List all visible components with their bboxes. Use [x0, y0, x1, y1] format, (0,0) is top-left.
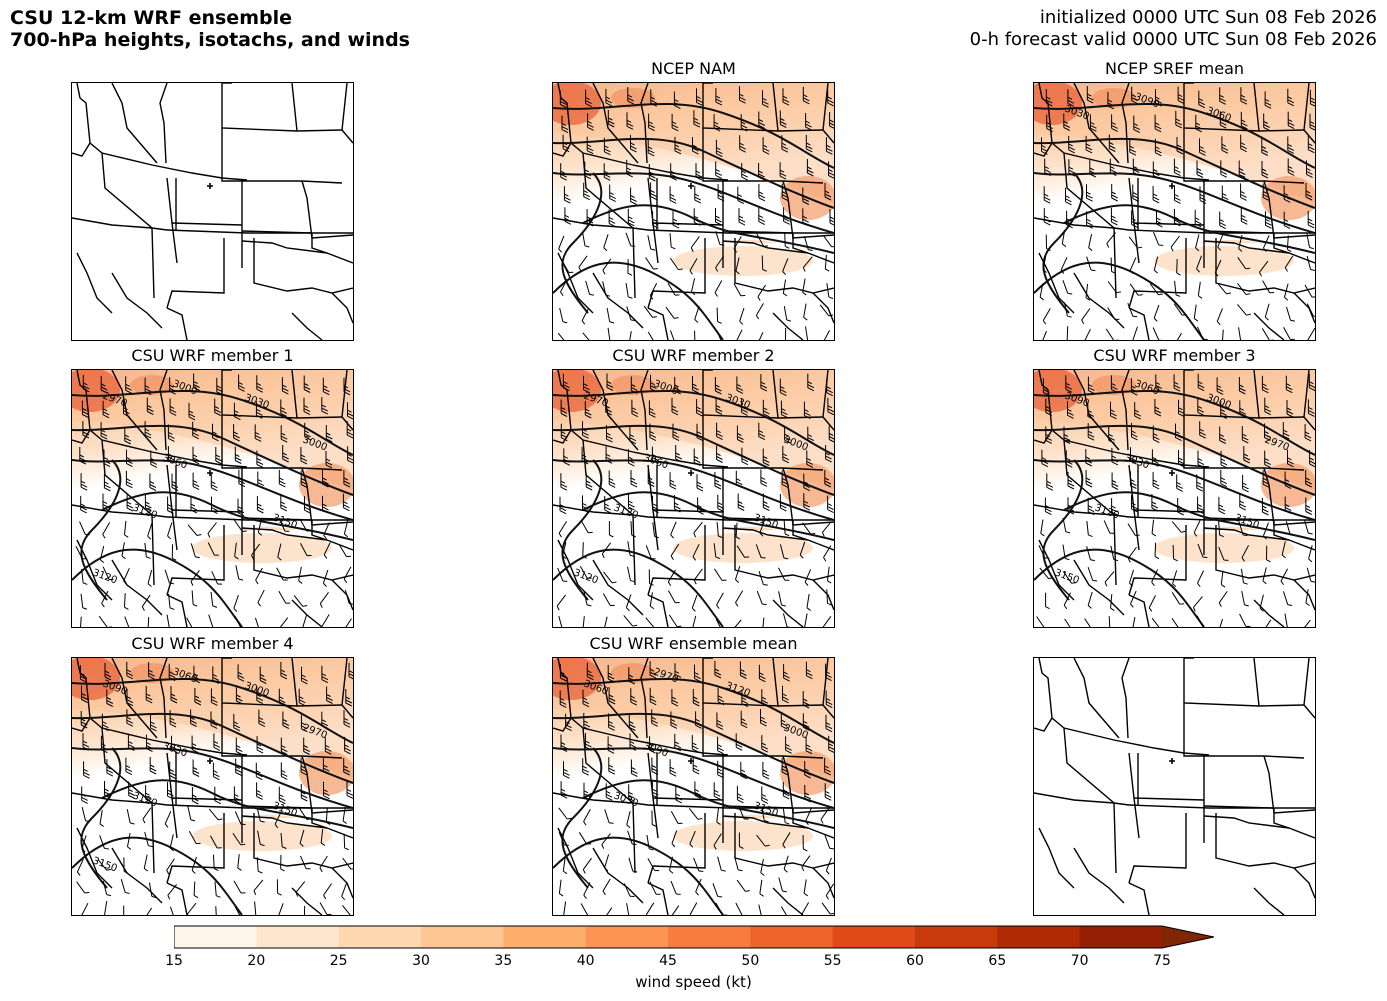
colorbar-tick-label: 35	[494, 953, 513, 969]
map-frame	[552, 82, 835, 341]
colorbar-tick-label: 20	[247, 953, 266, 969]
isotach-shading	[72, 658, 353, 915]
wind-barbs	[76, 661, 353, 915]
colorbar-swatch	[997, 926, 1081, 948]
colorbar-tick-label: 75	[1153, 953, 1171, 969]
colorbar-swatch	[338, 926, 422, 948]
state-borders	[1034, 658, 1315, 915]
map-svg	[553, 83, 834, 340]
state-borders	[72, 658, 353, 915]
colorbar	[174, 925, 1215, 949]
panel-title: CSU WRF member 2	[612, 346, 775, 365]
map-frame: 2970 3000 3030 3000 3060 3120 3150 3120	[552, 369, 835, 628]
colorbar-swatch	[421, 926, 504, 948]
colorbar-tick-label: 65	[988, 953, 1007, 969]
height-contours	[1034, 102, 1315, 340]
map-panel-8: CSU WRF ensemble mean 3060 2970 3120 3000 309…	[552, 634, 835, 916]
map-svg	[72, 83, 353, 340]
colorbar-tick-label: 70	[1070, 953, 1089, 969]
map-panel-6: CSU WRF member 3 3090 3060 3000 2970 3030 3120…	[1033, 346, 1316, 628]
height-contours	[1034, 389, 1315, 627]
map-panel-7: CSU WRF member 4 3090 3060 3000 2970 3030 3120…	[71, 634, 354, 916]
wind-barbs	[75, 373, 353, 627]
panel-title: CSU WRF member 1	[131, 346, 294, 365]
map-panel-3: NCEP SREF mean 3030 3090 3060	[1033, 59, 1316, 341]
panel-title: CSU WRF member 4	[131, 634, 294, 653]
colorbar-swatch	[832, 926, 916, 948]
map-frame: 3090 3060 3000 2970 3030 3120 3150 3150	[71, 657, 354, 916]
colorbar-tick-label: 15	[165, 953, 183, 969]
map-frame: 2970 3000 3030 3000 3060 3120 3150 3120	[71, 369, 354, 628]
height-contours	[72, 389, 353, 627]
map-frame	[71, 82, 354, 341]
state-borders	[553, 370, 834, 627]
colorbar-swatch	[915, 926, 998, 948]
wind-barbs	[1039, 86, 1315, 340]
map-frame	[1033, 657, 1316, 916]
title-line-1: CSU 12-km WRF ensemble	[10, 7, 292, 29]
colorbar-swatch	[585, 926, 669, 948]
map-panel-2: NCEP NAM	[552, 59, 835, 341]
colorbar-tick-label: 60	[906, 953, 924, 969]
colorbar-tick-label: 55	[823, 953, 842, 969]
colorbar-tick-label: 25	[329, 953, 348, 969]
colorbar-label: wind speed (kt)	[635, 973, 752, 991]
isotach-shading	[553, 370, 834, 627]
title-line-2: 700-hPa heights, isotachs, and winds	[10, 29, 410, 51]
map-panel-1	[71, 82, 354, 341]
colorbar-tick-label: 30	[412, 953, 430, 969]
init-time: initialized 0000 UTC Sun 08 Feb 2026	[1039, 7, 1377, 28]
height-contours	[553, 389, 834, 627]
panel-title: NCEP SREF mean	[1104, 59, 1245, 78]
map-panel-5: CSU WRF member 2 2970 3000 3030 3000 3060 3120…	[552, 346, 835, 628]
colorbar-extend-arrow	[1162, 926, 1214, 948]
panel-title: CSU WRF member 3	[1093, 346, 1256, 365]
colorbar-swatch	[1079, 926, 1163, 948]
forecast-info: initialized 0000 UTC Sun 08 Feb 2026 0-h…	[970, 7, 1377, 51]
state-borders	[553, 658, 834, 915]
height-contours	[553, 677, 834, 915]
map-frame: 3030 3090 3060	[1033, 82, 1316, 341]
figure-title: CSU 12-km WRF ensemble 700-hPa heights, …	[10, 7, 410, 51]
wind-barbs	[558, 661, 834, 915]
map-panel-9	[1033, 657, 1316, 916]
wind-barbs	[1036, 373, 1315, 627]
map-frame: 3090 3060 3000 2970 3030 3120 3150 3150	[1033, 369, 1316, 628]
colorbar-tick-label: 40	[576, 953, 595, 969]
height-contours	[553, 102, 834, 340]
colorbar-swatch	[256, 926, 340, 948]
colorbar-swatch	[503, 926, 587, 948]
map-svg	[1034, 658, 1315, 915]
colorbar-swatch	[668, 926, 751, 948]
colorbar-tick-label: 45	[659, 953, 677, 969]
state-borders	[72, 83, 353, 340]
panel-title: NCEP NAM	[651, 59, 736, 78]
map-frame: 3060 2970 3120 3000 3090 3030 3150	[552, 657, 835, 916]
colorbar-swatch	[750, 926, 834, 948]
wind-barbs	[557, 86, 834, 340]
colorbar-swatch	[174, 926, 257, 948]
panel-title: CSU WRF ensemble mean	[589, 634, 798, 653]
colorbar-tick-label: 50	[741, 953, 760, 969]
valid-time: 0-h forecast valid 0000 UTC Sun 08 Feb 2…	[969, 29, 1377, 50]
state-borders	[1034, 370, 1315, 627]
wind-barbs	[556, 373, 834, 627]
map-panel-4: CSU WRF member 1 2970 3000 3030 3000 3060 3120…	[71, 346, 354, 628]
